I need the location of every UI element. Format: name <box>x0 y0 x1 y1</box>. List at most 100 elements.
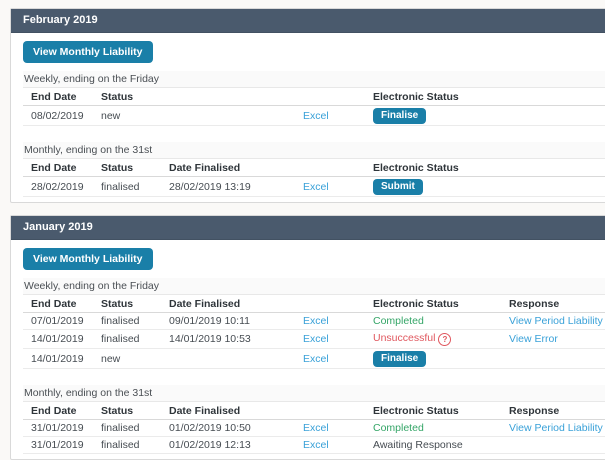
electronic-status-cell: Completed <box>365 419 501 437</box>
response-header: Response <box>501 402 605 420</box>
finalise-button[interactable]: Finalise <box>373 107 427 124</box>
table-row: 28/02/2019 finalised 28/02/2019 13:19 Ex… <box>23 176 605 197</box>
excel-link[interactable]: Excel <box>303 315 329 327</box>
date-finalised-cell: 01/02/2019 10:50 <box>161 419 295 437</box>
status-header: Status <box>93 295 161 313</box>
view-monthly-liability-button[interactable]: View Monthly Liability <box>23 248 153 270</box>
table-header-row: End Date Status Date Finalised Electroni… <box>23 295 605 313</box>
electronic-status-header: Electronic Status <box>365 295 501 313</box>
table-header-row: End Date Status Electronic Status <box>23 88 605 106</box>
table-row: 31/01/2019 finalised 01/02/2019 12:13 Ex… <box>23 436 605 454</box>
table-row: 07/01/2019 finalised 09/01/2019 10:11 Ex… <box>23 312 605 330</box>
table-caption-monthly: Monthly, ending on the 31st <box>23 385 605 402</box>
excel-link[interactable]: Excel <box>303 352 329 365</box>
electronic-status-header: Electronic Status <box>365 402 501 420</box>
status-header: Status <box>93 88 295 106</box>
electronic-status-cell: Finalise <box>365 105 605 126</box>
table-caption-weekly: Weekly, ending on the Friday <box>23 71 605 88</box>
view-error-link[interactable]: View Error <box>509 333 558 345</box>
excel-header <box>295 159 365 177</box>
status-unsuccessful-text: Unsuccessful <box>373 332 436 344</box>
status-cell: finalised <box>93 419 161 437</box>
weekly-periods-table: End Date Status Electronic Status 08/02/… <box>23 88 605 126</box>
excel-header <box>295 88 365 106</box>
date-finalised-header: Date Finalised <box>161 295 295 313</box>
period-panel-january-2019: January 2019 View Monthly Liability Week… <box>10 215 605 460</box>
monthly-periods-table: End Date Status Date Finalised Electroni… <box>23 159 605 197</box>
response-cell: View Period Liability <box>501 419 605 437</box>
status-awaiting-response-text: Awaiting Response <box>373 439 463 451</box>
electronic-status-cell: Finalise <box>365 348 501 369</box>
status-header: Status <box>93 159 161 177</box>
response-header: Response <box>501 295 605 313</box>
status-cell: new <box>93 105 295 126</box>
excel-cell: Excel <box>295 105 365 126</box>
end-date-header: End Date <box>23 295 93 313</box>
excel-cell: Excel <box>295 436 365 454</box>
table-caption-weekly: Weekly, ending on the Friday <box>23 278 605 295</box>
electronic-status-cell: Unsuccessful? <box>365 329 501 349</box>
electronic-status-cell: Submit <box>365 176 605 197</box>
response-cell <box>501 348 605 369</box>
table-header-row: End Date Status Date Finalised Electroni… <box>23 402 605 420</box>
date-finalised-cell <box>161 348 295 369</box>
end-date-cell: 28/02/2019 <box>23 176 93 197</box>
panel-body: View Monthly Liability Weekly, ending on… <box>11 240 605 459</box>
response-cell: View Period Liability <box>501 312 605 330</box>
status-cell: finalised <box>93 312 161 330</box>
status-header: Status <box>93 402 161 420</box>
end-date-cell: 08/02/2019 <box>23 105 93 126</box>
weekly-table-section: Weekly, ending on the Friday End Date St… <box>23 71 605 126</box>
monthly-table-section: Monthly, ending on the 31st End Date Sta… <box>23 142 605 197</box>
status-cell: new <box>93 348 161 369</box>
excel-link[interactable]: Excel <box>303 422 329 434</box>
excel-cell: Excel <box>295 176 365 197</box>
status-cell: finalised <box>93 436 161 454</box>
excel-link[interactable]: Excel <box>303 333 329 345</box>
end-date-header: End Date <box>23 402 93 420</box>
status-completed-text: Completed <box>373 422 424 434</box>
date-finalised-cell: 09/01/2019 10:11 <box>161 312 295 330</box>
view-monthly-liability-button[interactable]: View Monthly Liability <box>23 41 153 63</box>
table-header-row: End Date Status Date Finalised Electroni… <box>23 159 605 177</box>
excel-cell: Excel <box>295 419 365 437</box>
status-completed-text: Completed <box>373 315 424 327</box>
end-date-cell: 14/01/2019 <box>23 348 93 369</box>
end-date-cell: 07/01/2019 <box>23 312 93 330</box>
end-date-header: End Date <box>23 88 93 106</box>
table-row: 14/01/2019 new Excel Finalise <box>23 348 605 369</box>
date-finalised-header: Date Finalised <box>161 159 295 177</box>
view-period-liability-link[interactable]: View Period Liability <box>509 315 603 327</box>
end-date-cell: 31/01/2019 <box>23 419 93 437</box>
excel-cell: Excel <box>295 348 365 369</box>
end-date-cell: 14/01/2019 <box>23 329 93 349</box>
excel-header <box>295 402 365 420</box>
excel-link[interactable]: Excel <box>303 180 329 193</box>
date-finalised-cell: 28/02/2019 13:19 <box>161 176 295 197</box>
weekly-table-section: Weekly, ending on the Friday End Date St… <box>23 278 605 369</box>
period-panel-february-2019: February 2019 View Monthly Liability Wee… <box>10 8 605 203</box>
panel-title: January 2019 <box>11 216 605 240</box>
electronic-status-cell: Completed <box>365 312 501 330</box>
panel-title: February 2019 <box>11 9 605 33</box>
help-icon[interactable]: ? <box>438 333 452 346</box>
monthly-periods-table: End Date Status Date Finalised Electroni… <box>23 402 605 454</box>
electronic-status-header: Electronic Status <box>365 159 605 177</box>
excel-link[interactable]: Excel <box>303 109 329 122</box>
monthly-table-section: Monthly, ending on the 31st End Date Sta… <box>23 385 605 454</box>
electronic-status-cell: Awaiting Response <box>365 436 501 454</box>
finalise-button[interactable]: Finalise <box>373 350 427 367</box>
response-cell <box>501 436 605 454</box>
panel-body: View Monthly Liability Weekly, ending on… <box>11 33 605 202</box>
excel-link[interactable]: Excel <box>303 439 329 451</box>
table-caption-monthly: Monthly, ending on the 31st <box>23 142 605 159</box>
status-cell: finalised <box>93 176 161 197</box>
submit-button[interactable]: Submit <box>373 178 423 195</box>
response-cell: View Error <box>501 329 605 349</box>
view-period-liability-link[interactable]: View Period Liability <box>509 422 603 434</box>
status-cell: finalised <box>93 329 161 349</box>
weekly-periods-table: End Date Status Date Finalised Electroni… <box>23 295 605 369</box>
date-finalised-cell: 01/02/2019 12:13 <box>161 436 295 454</box>
table-row: 08/02/2019 new Excel Finalise <box>23 105 605 126</box>
